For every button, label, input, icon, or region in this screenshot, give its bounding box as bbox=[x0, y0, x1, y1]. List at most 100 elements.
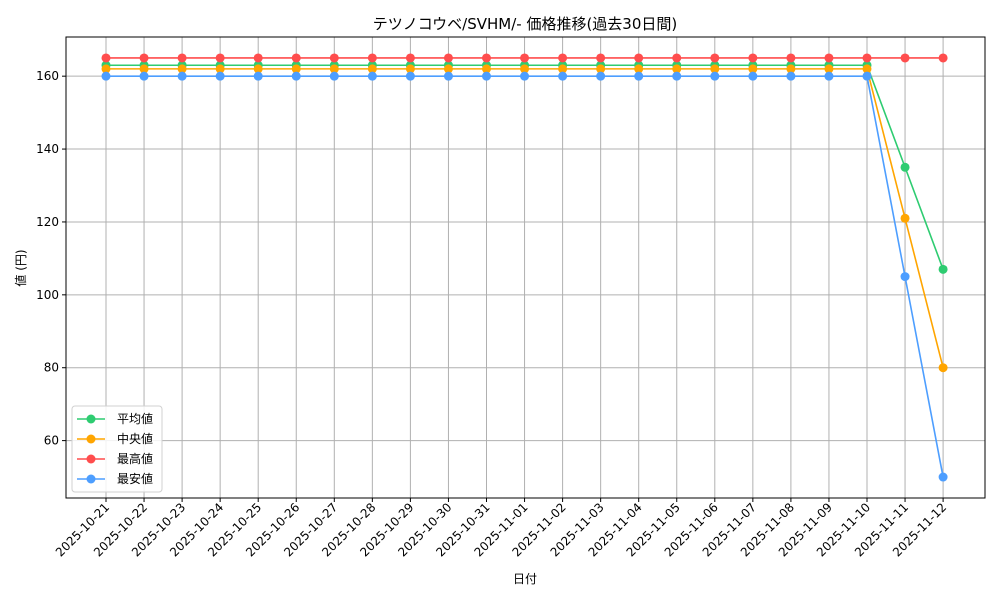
legend-item: 中央値 bbox=[77, 431, 153, 446]
data-point-marker bbox=[215, 53, 225, 63]
data-point-marker bbox=[215, 71, 225, 81]
data-point-marker bbox=[443, 53, 453, 63]
data-point-marker bbox=[367, 53, 377, 63]
data-point-marker bbox=[748, 64, 758, 74]
data-point-marker bbox=[558, 71, 568, 81]
y-axis: 60 80 100 120 140 160 bbox=[36, 69, 66, 448]
data-point-marker bbox=[786, 64, 796, 74]
y-tick-label: 100 bbox=[36, 288, 59, 302]
data-point-marker bbox=[139, 64, 149, 74]
data-point-marker bbox=[748, 71, 758, 81]
legend-label: 最安値 bbox=[117, 471, 153, 486]
data-point-marker bbox=[900, 213, 910, 223]
y-tick-label: 60 bbox=[44, 434, 59, 448]
data-point-marker bbox=[329, 64, 339, 74]
y-tick-label: 160 bbox=[36, 69, 59, 83]
data-point-marker bbox=[938, 472, 948, 482]
legend-item: 最安値 bbox=[77, 471, 153, 486]
data-point-marker bbox=[253, 64, 263, 74]
data-point-marker bbox=[634, 53, 644, 63]
legend-label: 中央値 bbox=[117, 431, 153, 446]
series-line bbox=[101, 64, 948, 373]
data-point-marker bbox=[672, 53, 682, 63]
data-point-marker bbox=[291, 64, 301, 74]
data-point-marker bbox=[862, 64, 872, 74]
data-point-marker bbox=[101, 53, 111, 63]
data-point-marker bbox=[482, 53, 491, 63]
data-point-marker bbox=[558, 53, 568, 63]
data-point-marker bbox=[291, 71, 301, 81]
data-point-marker bbox=[482, 71, 491, 81]
data-point-marker bbox=[710, 64, 720, 74]
data-point-marker bbox=[482, 64, 491, 74]
data-point-marker bbox=[405, 53, 415, 63]
data-point-marker bbox=[520, 71, 530, 81]
legend-label: 平均値 bbox=[117, 411, 153, 426]
y-tick-label: 120 bbox=[36, 215, 59, 229]
data-point-marker bbox=[253, 53, 263, 63]
data-point-marker bbox=[900, 272, 910, 282]
data-point-marker bbox=[443, 71, 453, 81]
data-point-marker bbox=[101, 71, 111, 81]
data-point-marker bbox=[938, 53, 948, 63]
data-point-marker bbox=[177, 53, 187, 63]
y-tick-label: 80 bbox=[44, 361, 59, 375]
series-layer bbox=[101, 53, 948, 482]
data-point-marker bbox=[405, 64, 415, 74]
data-point-marker bbox=[900, 162, 910, 172]
data-point-marker bbox=[862, 71, 872, 81]
data-point-marker bbox=[786, 53, 796, 63]
data-point-marker bbox=[634, 64, 644, 74]
chart-title: テツノコウベ/SVHM/- 価格推移(過去30日間) bbox=[373, 15, 678, 33]
grid-lines bbox=[66, 37, 985, 498]
data-point-marker bbox=[824, 64, 834, 74]
series-line bbox=[101, 71, 948, 482]
data-point-marker bbox=[139, 71, 149, 81]
data-point-marker bbox=[900, 53, 910, 63]
x-axis-label: 日付 bbox=[513, 572, 537, 586]
data-point-marker bbox=[824, 53, 834, 63]
data-point-marker bbox=[710, 71, 720, 81]
data-point-marker bbox=[329, 53, 339, 63]
data-point-marker bbox=[672, 71, 682, 81]
data-point-marker bbox=[367, 64, 377, 74]
data-point-marker bbox=[938, 264, 948, 274]
data-point-marker bbox=[177, 64, 187, 74]
data-point-marker bbox=[938, 363, 948, 373]
legend-marker-icon bbox=[86, 434, 96, 444]
legend-marker-icon bbox=[86, 474, 96, 484]
data-point-marker bbox=[596, 71, 606, 81]
data-point-marker bbox=[634, 71, 644, 81]
y-tick-label: 140 bbox=[36, 142, 59, 156]
data-point-marker bbox=[329, 71, 339, 81]
y-axis-label: 値 (円) bbox=[13, 249, 28, 286]
data-point-marker bbox=[443, 64, 453, 74]
data-point-marker bbox=[710, 53, 720, 63]
legend-marker-icon bbox=[86, 454, 96, 464]
data-point-marker bbox=[101, 64, 111, 74]
legend-box bbox=[71, 405, 163, 493]
data-point-marker bbox=[596, 64, 606, 74]
data-point-marker bbox=[177, 71, 187, 81]
legend-marker-icon bbox=[86, 414, 96, 424]
legend-item: 最高値 bbox=[77, 451, 153, 466]
data-point-marker bbox=[253, 71, 263, 81]
legend-label: 最高値 bbox=[117, 451, 153, 466]
data-point-marker bbox=[672, 64, 682, 74]
series-line bbox=[101, 53, 948, 63]
data-point-marker bbox=[786, 71, 796, 81]
data-point-marker bbox=[405, 71, 415, 81]
data-point-marker bbox=[558, 64, 568, 74]
data-point-marker bbox=[748, 53, 758, 63]
legend-item: 平均値 bbox=[77, 411, 153, 426]
data-point-marker bbox=[291, 53, 301, 63]
data-point-marker bbox=[367, 71, 377, 81]
data-point-marker bbox=[520, 53, 530, 63]
data-point-marker bbox=[520, 64, 530, 74]
data-point-marker bbox=[139, 53, 149, 63]
data-point-marker bbox=[862, 53, 872, 63]
data-point-marker bbox=[596, 53, 606, 63]
